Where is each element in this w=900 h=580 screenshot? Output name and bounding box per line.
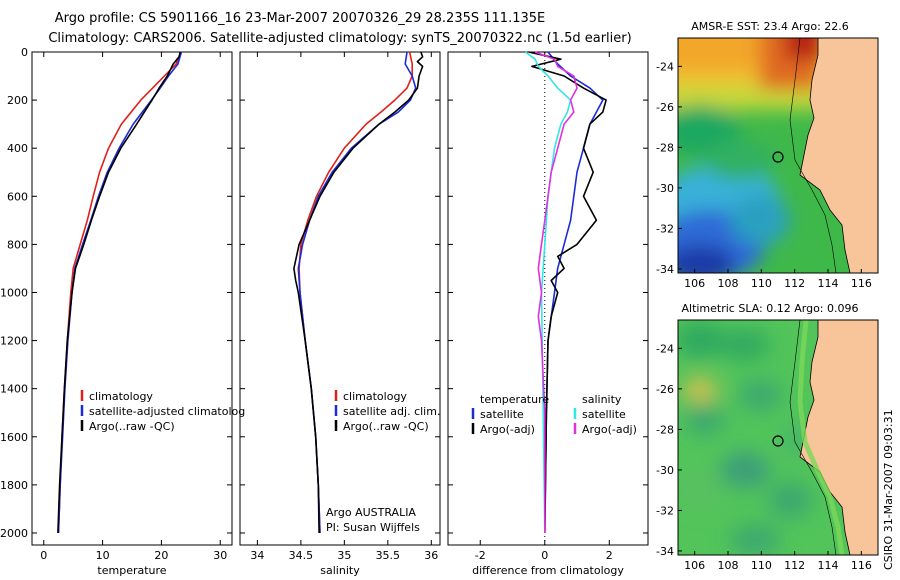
legend-label: Argo(..raw -QC) — [343, 420, 429, 433]
y-tick-label: 1600 — [0, 431, 28, 444]
axes-box — [239, 51, 441, 546]
axes-box — [31, 51, 233, 546]
series-line — [524, 51, 572, 534]
x-tick-label: 114 — [818, 559, 839, 572]
y-tick-label: 0 — [21, 46, 28, 59]
y-tick-label: -24 — [656, 342, 674, 355]
side-note: CSIRO 31-Mar-2007 09:03:31 — [882, 409, 895, 570]
y-tick-label: 1000 — [0, 286, 28, 299]
y-tick-label: 600 — [7, 190, 28, 203]
x-tick-label: 36 — [424, 549, 438, 562]
x-tick-label: 112 — [784, 559, 805, 572]
argo-position-marker — [772, 151, 784, 163]
y-tick-label: -34 — [656, 545, 674, 558]
legend-label: satellite-adjusted climatolog — [89, 405, 245, 418]
x-tick-label: 116 — [851, 277, 872, 290]
x-tick-label: 30 — [213, 549, 227, 562]
x-axis-label: salinity — [320, 564, 360, 577]
x-tick-label: -2 — [475, 549, 486, 562]
y-tick-label: -32 — [656, 504, 674, 517]
x-tick-label: 110 — [751, 559, 772, 572]
legend-label: climatology — [343, 390, 407, 403]
axes-box — [447, 51, 649, 546]
series-line — [297, 51, 417, 534]
y-tick-label: -30 — [656, 464, 674, 477]
series-line — [528, 51, 607, 534]
x-tick-label: 35 — [337, 549, 351, 562]
x-tick-label: 0 — [40, 549, 47, 562]
temperature-panel: 0 10 20 30 temperature 0 200 400 600 800 1000 1200 1… — [0, 46, 245, 577]
y-tick-label: 1800 — [0, 479, 28, 492]
x-tick-label: 35.5 — [376, 549, 401, 562]
annotation-text: Argo AUSTRALIA — [326, 506, 416, 519]
series-line — [57, 51, 181, 534]
salinity-panel: 34 34.5 35 35.5 36 salinity climatology satelli… — [239, 51, 441, 577]
legend-label: satellite adj. clim. — [343, 405, 440, 418]
title-line-1: Argo profile: CS 5901166_16 23-Mar-2007 … — [55, 11, 545, 26]
x-tick-label: 106 — [684, 277, 705, 290]
sla-map: Altimetric SLA: 0.12 Argo: 0.096 106 108 1… — [656, 302, 879, 572]
y-tick-label: 1200 — [0, 335, 28, 348]
y-tick-label: 1400 — [0, 383, 28, 396]
x-tick-label: 110 — [751, 277, 772, 290]
y-tick-label: 2000 — [0, 527, 28, 540]
x-tick-label: 114 — [818, 277, 839, 290]
x-axis-label: temperature — [97, 564, 166, 577]
difference-panel: -2 0 2 difference from climatology temperatu… — [447, 51, 649, 577]
y-tick-label: 800 — [7, 238, 28, 251]
legend-label: satellite — [480, 408, 524, 421]
x-tick-label: 34 — [250, 549, 264, 562]
x-tick-label: 34.5 — [289, 549, 314, 562]
annotation-text: PI: Susan Wijffels — [326, 521, 420, 534]
legend-label: temperature — [480, 393, 549, 406]
legend-label: climatology — [89, 390, 153, 403]
profile-panels: 0 10 20 30temperature0200400600800100012001… — [0, 46, 649, 577]
sla-map-title: Altimetric SLA: 0.12 Argo: 0.096 — [681, 302, 858, 315]
series-line — [534, 51, 578, 533]
legend-label: Argo(..raw -QC) — [89, 420, 175, 433]
y-tick-label: -30 — [656, 182, 674, 195]
legend-label: Argo(-adj) — [480, 423, 535, 436]
series-line — [544, 51, 604, 534]
series-line — [298, 51, 414, 534]
y-tick-label: -24 — [656, 60, 674, 73]
sst-map-title: AMSR-E SST: 23.4 Argo: 22.6 — [691, 20, 849, 33]
x-tick-label: 20 — [154, 549, 168, 562]
x-tick-label: 10 — [96, 549, 110, 562]
title-line-2: Climatology: CARS2006. Satellite-adjuste… — [48, 31, 631, 46]
argo-position-marker — [772, 435, 784, 447]
y-tick-label: -34 — [656, 263, 674, 276]
x-axis-label: difference from climatology — [472, 564, 624, 577]
coastline-land — [799, 38, 878, 273]
x-tick-label: 112 — [784, 277, 805, 290]
legend-label: satellite — [582, 408, 626, 421]
sst-map: AMSR-E SST: 23.4 Argo: 22.6 106 108 110 112… — [656, 20, 879, 290]
y-tick-label: -28 — [656, 423, 674, 436]
x-tick-label: 106 — [684, 559, 705, 572]
y-tick-label: -26 — [656, 383, 674, 396]
x-tick-label: 116 — [851, 559, 872, 572]
x-tick-label: 2 — [606, 549, 613, 562]
y-tick-label: 200 — [7, 94, 28, 107]
series-line — [57, 51, 182, 534]
y-tick-label: -28 — [656, 141, 674, 154]
series-line — [57, 51, 183, 534]
y-tick-label: -26 — [656, 101, 674, 114]
x-tick-label: 0 — [541, 549, 548, 562]
x-tick-label: 108 — [718, 277, 739, 290]
y-tick-label: 400 — [7, 142, 28, 155]
series-line — [293, 51, 424, 534]
y-tick-label: -32 — [656, 222, 674, 235]
x-tick-label: 108 — [718, 559, 739, 572]
legend-label: salinity — [582, 393, 622, 406]
legend-label: Argo(-adj) — [582, 423, 637, 436]
